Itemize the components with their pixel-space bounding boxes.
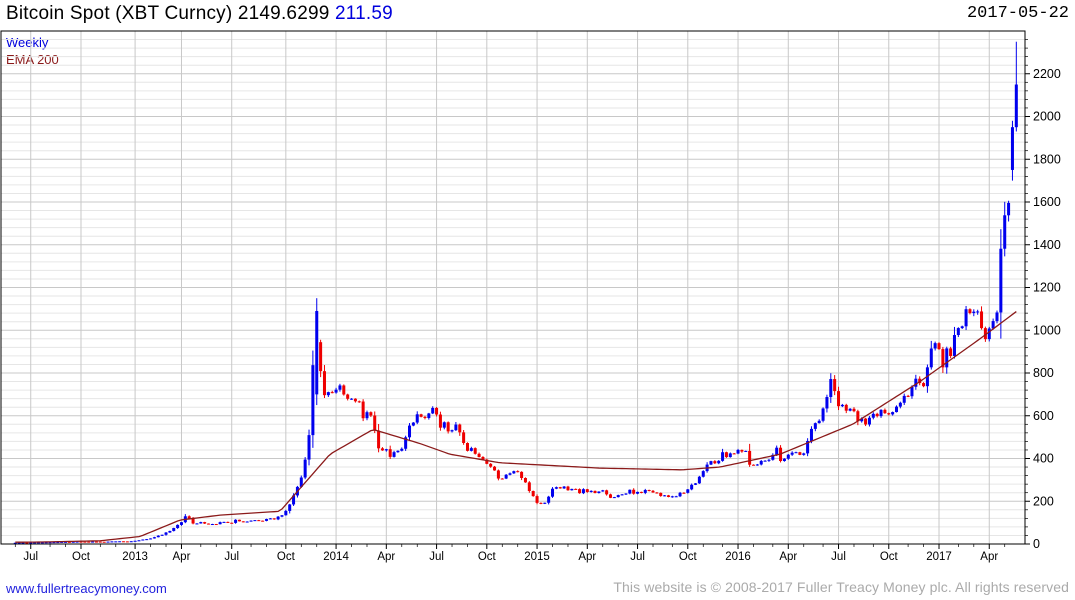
svg-text:Oct: Oct	[679, 551, 698, 563]
svg-text:1000: 1000	[1033, 323, 1061, 337]
svg-text:1200: 1200	[1033, 281, 1061, 295]
svg-text:Oct: Oct	[880, 551, 899, 563]
svg-text:Jul: Jul	[630, 551, 645, 563]
svg-text:Jul: Jul	[224, 551, 239, 563]
svg-text:200: 200	[1033, 494, 1054, 508]
svg-text:Apr: Apr	[578, 551, 596, 563]
svg-text:2016: 2016	[725, 551, 751, 563]
svg-text:Jul: Jul	[429, 551, 444, 563]
svg-text:Oct: Oct	[72, 551, 91, 563]
svg-text:800: 800	[1033, 366, 1054, 380]
svg-text:600: 600	[1033, 409, 1054, 423]
svg-text:Apr: Apr	[377, 551, 395, 563]
svg-text:2015: 2015	[524, 551, 550, 563]
svg-text:1800: 1800	[1033, 152, 1061, 166]
svg-text:2014: 2014	[323, 551, 349, 563]
svg-text:Oct: Oct	[478, 551, 497, 563]
svg-text:Jul: Jul	[831, 551, 846, 563]
svg-text:0: 0	[1033, 537, 1040, 551]
svg-text:Jul: Jul	[23, 551, 38, 563]
svg-text:2017: 2017	[926, 551, 952, 563]
svg-text:2013: 2013	[122, 551, 148, 563]
svg-text:Oct: Oct	[277, 551, 296, 563]
svg-text:1400: 1400	[1033, 238, 1061, 252]
svg-text:Apr: Apr	[779, 551, 797, 563]
svg-text:Apr: Apr	[980, 551, 998, 563]
svg-text:2000: 2000	[1033, 110, 1061, 124]
svg-text:2200: 2200	[1033, 67, 1061, 81]
svg-text:400: 400	[1033, 452, 1054, 466]
svg-text:1600: 1600	[1033, 195, 1061, 209]
svg-text:Apr: Apr	[173, 551, 191, 563]
